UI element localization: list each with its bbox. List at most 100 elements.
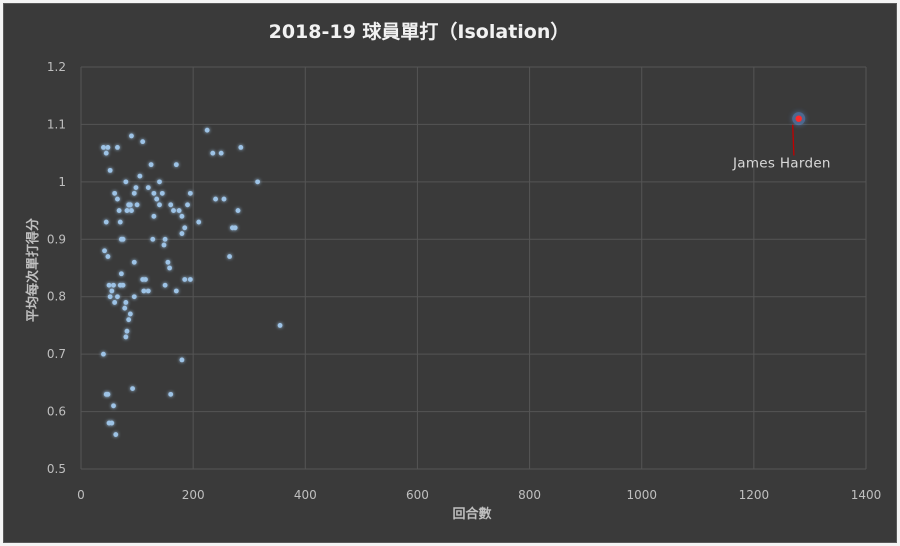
data-point xyxy=(111,282,116,288)
data-point xyxy=(148,162,154,168)
data-point xyxy=(123,334,129,340)
data-point xyxy=(118,271,124,277)
data-point xyxy=(103,219,109,225)
data-point xyxy=(179,357,185,363)
data-point xyxy=(120,236,126,242)
data-point xyxy=(162,282,168,288)
data-point xyxy=(101,351,106,357)
data-point xyxy=(165,259,171,265)
data-point xyxy=(115,145,120,150)
y-tick-label: 1.2 xyxy=(47,60,66,74)
data-point xyxy=(131,259,137,265)
data-point xyxy=(227,254,232,259)
highlight-point xyxy=(795,115,802,122)
data-point xyxy=(167,265,172,271)
data-point xyxy=(173,162,179,168)
data-point xyxy=(122,305,128,311)
annotation-leader-line xyxy=(792,124,795,156)
y-tick-label: 1 xyxy=(58,175,66,189)
data-point xyxy=(105,145,111,150)
data-point xyxy=(176,208,182,213)
data-point xyxy=(232,225,238,231)
data-point xyxy=(133,185,139,191)
data-point xyxy=(182,277,188,282)
data-point xyxy=(101,145,106,150)
data-point xyxy=(107,167,113,173)
data-point xyxy=(255,179,261,185)
data-point xyxy=(115,294,120,300)
x-tick-label: 0 xyxy=(77,488,85,502)
data-point xyxy=(161,242,167,248)
data-point xyxy=(145,288,151,294)
data-point xyxy=(157,179,162,185)
data-point xyxy=(131,294,137,300)
data-point xyxy=(111,403,116,409)
data-point xyxy=(123,179,129,185)
data-point xyxy=(179,213,185,219)
x-tick-label: 200 xyxy=(182,488,205,502)
data-point xyxy=(134,202,140,208)
scatter-chart: 0 200 400 600 800 1000 1200 1400 0.5 0.6 0.7 0.8 0.9… xyxy=(25,20,881,522)
y-tick-label: 1.1 xyxy=(47,117,66,131)
x-tick-label: 600 xyxy=(406,488,429,502)
y-tick-label: 0.8 xyxy=(47,290,66,304)
data-point xyxy=(109,288,115,294)
data-point xyxy=(124,208,130,213)
data-point xyxy=(141,288,147,294)
data-point xyxy=(105,391,111,397)
axes: 0 200 400 600 800 1000 1200 1400 0.5 0.6 0.7 0.8 0.9… xyxy=(47,60,881,502)
x-tick-label: 400 xyxy=(294,488,317,502)
data-point xyxy=(185,202,190,208)
y-tick-label: 0.6 xyxy=(47,405,66,419)
data-points xyxy=(101,112,806,437)
data-point xyxy=(127,202,133,208)
data-point xyxy=(150,236,156,242)
data-point xyxy=(143,277,148,282)
data-point xyxy=(124,328,130,334)
data-point xyxy=(103,150,109,156)
data-point xyxy=(112,300,118,305)
data-point xyxy=(182,225,188,231)
data-point xyxy=(221,196,227,202)
data-point xyxy=(105,254,111,259)
data-point xyxy=(113,432,119,437)
data-point xyxy=(102,248,107,254)
y-axis-title: 平均每次單打得分 xyxy=(25,218,41,322)
data-point xyxy=(106,282,112,288)
data-point xyxy=(277,323,283,328)
data-point xyxy=(151,213,157,219)
data-point xyxy=(145,185,151,191)
data-point xyxy=(159,190,165,196)
data-point xyxy=(112,190,118,196)
data-point xyxy=(157,202,162,208)
data-point xyxy=(109,420,115,426)
data-point xyxy=(131,190,137,196)
data-point xyxy=(140,139,146,145)
data-point xyxy=(123,300,129,305)
data-point xyxy=(168,202,174,208)
data-point xyxy=(154,196,160,202)
data-point xyxy=(218,150,224,156)
data-point xyxy=(204,127,210,133)
x-tick-label: 1200 xyxy=(739,488,770,502)
data-point xyxy=(171,208,176,213)
data-point xyxy=(107,294,113,300)
x-tick-label: 1000 xyxy=(626,488,657,502)
data-point xyxy=(129,133,134,139)
x-axis-title: 回合數 xyxy=(452,506,491,522)
data-point xyxy=(162,236,168,242)
data-point xyxy=(187,190,193,196)
data-point xyxy=(196,219,202,225)
data-point xyxy=(187,277,193,282)
chart-frame: 0 200 400 600 800 1000 1200 1400 0.5 0.6 0.7 0.8 0.9… xyxy=(3,3,897,543)
data-point xyxy=(120,282,126,288)
data-point xyxy=(213,196,218,202)
y-tick-label: 0.5 xyxy=(47,462,66,476)
data-point xyxy=(210,150,216,156)
chart-title: 2018-19 球員單打（Isolation） xyxy=(269,20,570,43)
annotations: James Harden xyxy=(732,124,830,172)
data-point xyxy=(115,196,120,202)
data-point xyxy=(126,317,132,323)
data-point xyxy=(130,386,135,391)
data-point xyxy=(127,311,133,317)
